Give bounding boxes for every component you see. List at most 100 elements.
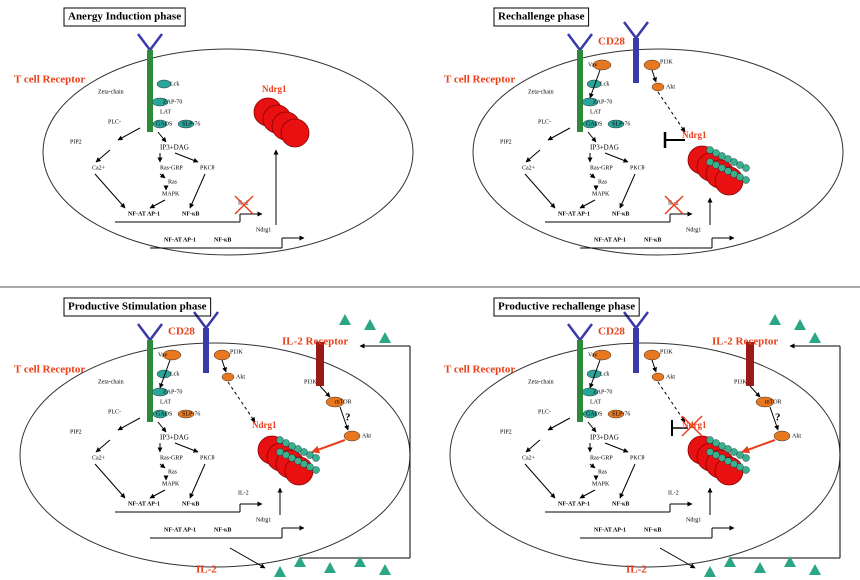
connector (590, 174, 595, 178)
panel-title: Productive Stimulation phase (68, 301, 207, 313)
label-rasgrp: Ras-GRP (160, 165, 183, 171)
il2-molecule (809, 564, 821, 575)
label-pi3k: PI3K (660, 349, 673, 355)
pi3k (214, 350, 230, 360)
label-nfat1: NF-AT AP-1 (128, 211, 160, 217)
panel-title: Rechallenge phase (498, 11, 585, 23)
label-pi3k: PI3K (230, 349, 243, 355)
connector (750, 386, 760, 397)
label-lat: LAT (160, 109, 171, 115)
connector (222, 360, 226, 372)
connector (652, 70, 656, 82)
label-il2r: IL-2 Receptor (712, 336, 778, 348)
il2-molecule (364, 319, 376, 330)
label-vav: Vav (158, 352, 167, 358)
label-zap: ZAP-70 (593, 99, 612, 105)
label-il2out: IL-2 (626, 564, 647, 576)
connector (158, 422, 166, 432)
connector (175, 153, 198, 162)
il2-molecule (754, 562, 766, 573)
label-pi3k2: PI3K (304, 379, 317, 385)
ubiquitin (743, 177, 750, 184)
ubiquitin (743, 467, 750, 474)
label-lat: LAT (590, 399, 601, 405)
receptor-arms (624, 22, 648, 38)
page: Anergy Induction phaseT cell ReceptorZet… (0, 0, 860, 580)
label-ndrg1gene: Ndrg1 (686, 517, 701, 523)
label-plc: PLC- (538, 409, 551, 415)
label-gads: GADS (586, 121, 602, 127)
label-zap: ZAP-70 (593, 389, 612, 395)
receptor-arms (624, 312, 648, 328)
connector (580, 490, 595, 498)
label-receptor: T cell Receptor (14, 364, 85, 376)
label-ipdag: IP3+DAG (160, 434, 189, 442)
il2-molecule (794, 319, 806, 330)
label-lck: Lck (170, 81, 179, 87)
label-pip: PIP2 (500, 429, 512, 435)
label-plc: PLC- (538, 119, 551, 125)
label-ndrg1: Ndrg1 (682, 130, 707, 140)
label-cd28: CD28 (598, 36, 625, 48)
il2-molecule (379, 332, 391, 343)
label-nfat2: NF-AT AP-1 (164, 527, 196, 533)
connector (525, 464, 555, 498)
connector (118, 128, 140, 140)
label-nfkb1: NF-κB (182, 501, 199, 507)
label-slp: SLP-76 (182, 411, 200, 417)
label-q: ? (775, 412, 781, 424)
il2-molecule (339, 314, 351, 325)
tcr-chain (147, 50, 153, 132)
label-mtor: mTOR (335, 399, 352, 405)
label-il2r: IL-2 Receptor (282, 336, 348, 348)
cd28-chain (633, 328, 639, 373)
panel-title: Anergy Induction phase (68, 11, 181, 23)
tcr-chain (147, 340, 153, 422)
cell (473, 49, 843, 255)
connector (588, 422, 596, 432)
label-plc: PLC- (108, 119, 121, 125)
label-pi3k2: PI3K (734, 379, 747, 385)
label-il2gene: IL-2 (238, 490, 249, 496)
label-pip: PIP2 (70, 139, 82, 145)
connector (605, 443, 628, 452)
label-ras: Ras (598, 179, 608, 185)
label-pip: PIP2 (500, 139, 512, 145)
il2-molecule (769, 314, 781, 325)
diagram: Anergy Induction phaseT cell ReceptorZet… (0, 0, 860, 580)
panel: Rechallenge phaseT cell ReceptorCD28Zeta… (444, 8, 843, 255)
label-lat: LAT (590, 109, 601, 115)
label-cd28: CD28 (168, 326, 195, 338)
connector (580, 200, 595, 208)
label-ca: Ca2+ (522, 455, 536, 461)
label-nfat2: NF-AT AP-1 (594, 527, 626, 533)
panel: Productive rechallenge phaseT cell Recep… (444, 298, 840, 577)
connector (95, 174, 125, 208)
label-rasgrp: Ras-GRP (160, 455, 183, 461)
label-nfkb2: NF-κB (214, 527, 231, 533)
label-q: ? (345, 412, 351, 424)
cd28-chain (203, 328, 209, 373)
panel: Productive Stimulation phase T cell Recep… (14, 298, 410, 577)
label-nfkb1: NF-κB (612, 501, 629, 507)
label-mapk: MAPK (592, 191, 610, 197)
connector (312, 440, 345, 452)
label-slp: SLP-76 (612, 411, 630, 417)
label-lck: Lck (600, 81, 609, 87)
connector (605, 153, 628, 162)
label-pi3k: PI3K (660, 59, 673, 65)
receptor-arms (568, 34, 592, 50)
ubiquitin (743, 165, 750, 172)
connector (590, 464, 595, 468)
label-ndrg1gene: Ndrg1 (686, 227, 701, 233)
label-cd28: CD28 (598, 326, 625, 338)
cd28-chain (633, 38, 639, 83)
label-mapk: MAPK (592, 481, 610, 487)
label-ras: Ras (168, 179, 178, 185)
il2-receptor (316, 342, 324, 386)
tcr-chain (577, 340, 583, 422)
connector (548, 128, 570, 140)
akt (222, 373, 234, 381)
il2-molecule (379, 564, 391, 575)
il2-receptor (746, 342, 754, 386)
